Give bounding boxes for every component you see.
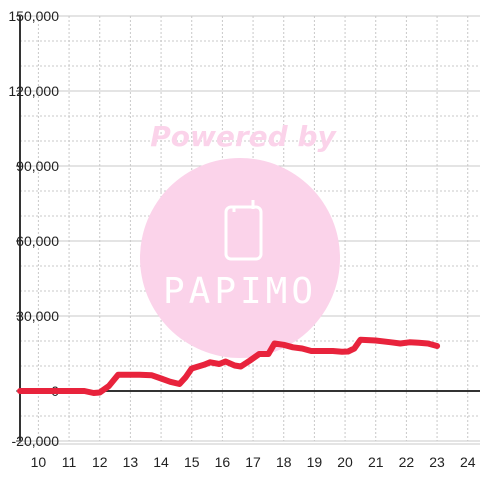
x-tick-label: 19 bbox=[307, 454, 323, 470]
x-tick-label: 17 bbox=[245, 454, 261, 470]
x-tick-label: 18 bbox=[276, 454, 292, 470]
y-tick-label: 150,000 bbox=[8, 8, 59, 24]
watermark-tagline: Powered by bbox=[150, 120, 337, 153]
x-tick-label: 13 bbox=[123, 454, 139, 470]
x-tick-label: 20 bbox=[337, 454, 353, 470]
y-tick-label: -20,000 bbox=[12, 433, 60, 449]
y-tick-label: 90,000 bbox=[16, 158, 59, 174]
x-tick-label: 16 bbox=[215, 454, 231, 470]
tick-labels: -20,000030,00060,00090,000120,000150,000… bbox=[8, 8, 475, 470]
x-tick-label: 24 bbox=[460, 454, 476, 470]
phone-icon bbox=[224, 200, 263, 261]
series bbox=[17, 336, 441, 396]
x-tick-label: 14 bbox=[153, 454, 169, 470]
x-tick-label: 12 bbox=[92, 454, 108, 470]
x-tick-label: 11 bbox=[62, 454, 77, 470]
x-tick-label: 15 bbox=[184, 454, 200, 470]
x-tick-label: 22 bbox=[399, 454, 415, 470]
x-tick-label: 23 bbox=[429, 454, 445, 470]
y-tick-label: 60,000 bbox=[16, 233, 59, 249]
series-line bbox=[17, 336, 441, 396]
x-tick-label: 10 bbox=[31, 454, 47, 470]
y-tick-label: 30,000 bbox=[16, 308, 59, 324]
watermark: Powered by PAPIMO bbox=[140, 120, 340, 358]
x-tick-label: 21 bbox=[368, 454, 384, 470]
watermark-brand: PAPIMO bbox=[163, 271, 317, 312]
y-tick-label: 120,000 bbox=[8, 83, 59, 99]
